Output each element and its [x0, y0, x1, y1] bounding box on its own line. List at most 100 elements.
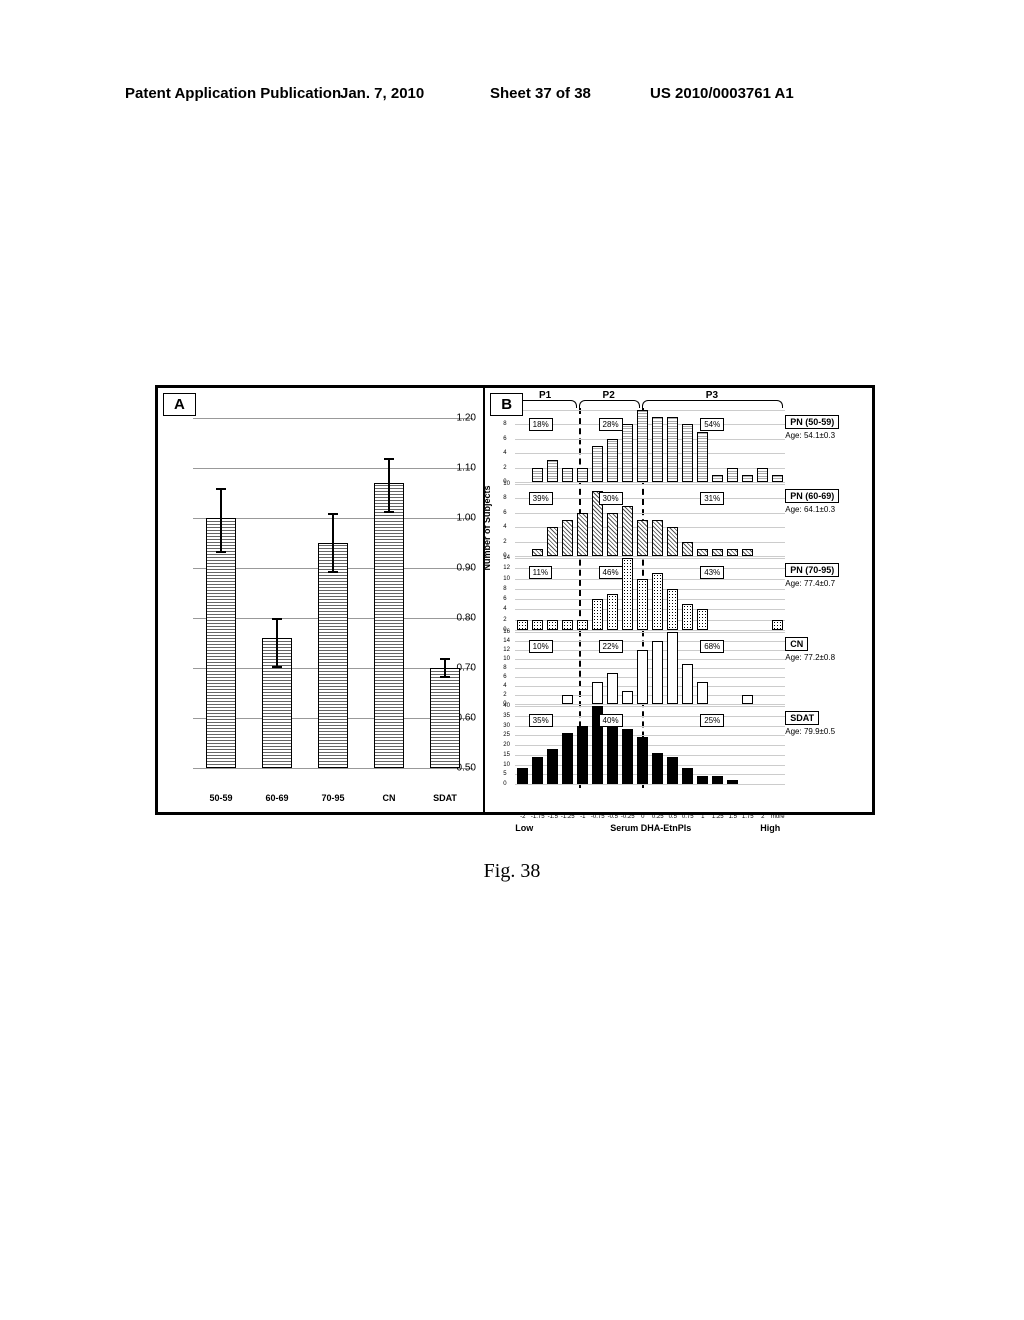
- figure-38: A 0.500.600.700.800.901.001.101.2050-596…: [155, 385, 875, 815]
- hist-bar: [562, 520, 573, 556]
- percent-label: 46%: [599, 566, 623, 579]
- hist-bar: [607, 439, 618, 482]
- hist-bar: [667, 527, 678, 556]
- histogram-PN (50-59): 024681018%28%54%PN (50-59)Age: 54.1±0.3: [515, 410, 785, 482]
- errorbar: [220, 488, 222, 553]
- hist-bar: [637, 737, 648, 784]
- x-label-a: 60-69: [265, 793, 288, 803]
- x-high-label: High: [760, 823, 780, 833]
- hist-bar: [727, 780, 738, 784]
- sp-ytick: 12: [503, 647, 510, 653]
- errorbar: [444, 658, 446, 678]
- hist-bar: [712, 549, 723, 556]
- figure-caption: Fig. 38: [0, 860, 1024, 883]
- hist-bar: [682, 768, 693, 784]
- hist-bar: [547, 749, 558, 784]
- hist-bar: [682, 424, 693, 482]
- hist-bar: [727, 549, 738, 556]
- sp-ytick: 8: [503, 586, 506, 592]
- x-tick-b: 2: [761, 814, 764, 820]
- hist-bar: [712, 776, 723, 784]
- hist-bar: [652, 641, 663, 704]
- errorbar: [388, 458, 390, 513]
- hist-bar: [652, 753, 663, 784]
- percent-label: 22%: [599, 640, 623, 653]
- hist-bar: [622, 506, 633, 556]
- histogram-stack: Number of Subjects P1P2P3024681018%28%54…: [515, 408, 865, 808]
- percent-label: 11%: [529, 566, 552, 579]
- hist-bar: [742, 475, 753, 482]
- bar-a-CN: [374, 483, 404, 768]
- x-tick-b: -0.25: [621, 814, 635, 820]
- panel-b-label: B: [490, 393, 523, 416]
- hist-bar: [742, 549, 753, 556]
- hist-bar: [532, 549, 543, 556]
- sp-ytick: 14: [503, 638, 510, 644]
- sp-ytick: 2: [503, 692, 506, 698]
- y-tick-a: 0.80: [457, 613, 476, 624]
- x-tick-b: -1.5: [548, 814, 558, 820]
- sp-ytick: 4: [503, 450, 506, 456]
- hist-bar: [547, 620, 558, 630]
- x-tick-b: -0.5: [608, 814, 618, 820]
- x-tick-b: 0.25: [652, 814, 664, 820]
- panel-a-label: A: [163, 393, 196, 416]
- sp-ytick: 25: [503, 732, 510, 738]
- hist-bar: [667, 632, 678, 704]
- hist-bar: [682, 542, 693, 556]
- percent-label: 68%: [700, 640, 724, 653]
- hist-bar: [592, 599, 603, 630]
- sp-ytick: 6: [503, 436, 506, 442]
- sp-ytick: 4: [503, 683, 506, 689]
- header-pubno: US 2010/0003761 A1: [650, 85, 794, 102]
- sp-ytick: 10: [503, 656, 510, 662]
- x-label-a: SDAT: [433, 793, 457, 803]
- bar-a-50-59: [206, 518, 236, 768]
- hist-bar: [532, 620, 543, 630]
- group-label: PN (60-69)Age: 64.1±0.3: [785, 489, 860, 514]
- sp-ytick: 0: [503, 781, 506, 787]
- sp-ytick: 16: [503, 629, 510, 635]
- group-label: SDATAge: 79.9±0.5: [785, 711, 860, 736]
- hist-bar: [517, 768, 528, 784]
- hist-bar: [637, 579, 648, 630]
- hist-bar: [667, 589, 678, 630]
- sp-ytick: 2: [503, 617, 506, 623]
- hist-bar: [622, 729, 633, 784]
- hist-bar: [682, 664, 693, 705]
- sp-ytick: 4: [503, 606, 506, 612]
- errorbar: [332, 513, 334, 573]
- hist-bar: [532, 468, 543, 482]
- sp-ytick: 2: [503, 465, 506, 471]
- sp-ytick: 35: [503, 713, 510, 719]
- sp-ytick: 2: [503, 539, 506, 545]
- x-tick-b: 1: [701, 814, 704, 820]
- hist-bar: [697, 432, 708, 482]
- hist-bar: [652, 573, 663, 630]
- hist-bar: [532, 757, 543, 784]
- hist-bar: [652, 417, 663, 482]
- percent-label: 31%: [700, 492, 724, 505]
- x-tick-b: -1.25: [561, 814, 575, 820]
- sp-ytick: 15: [503, 752, 510, 758]
- errorbar: [276, 618, 278, 668]
- hist-bar: [727, 468, 738, 482]
- histogram-PN (70-95): 0246810121411%46%43%PN (70-95)Age: 77.4±…: [515, 558, 785, 630]
- y-tick-a: 0.90: [457, 563, 476, 574]
- header-publication: Patent Application Publication: [125, 85, 341, 102]
- x-tick-b: 0.5: [669, 814, 677, 820]
- sp-ytick: 8: [503, 495, 506, 501]
- percent-label: 35%: [529, 714, 553, 727]
- hist-bar: [667, 757, 678, 784]
- hist-bar: [622, 424, 633, 482]
- sp-ytick: 4: [503, 524, 506, 530]
- hist-bar: [652, 520, 663, 556]
- percent-label: 43%: [700, 566, 724, 579]
- bar-a-70-95: [318, 543, 348, 768]
- hist-bar: [637, 520, 648, 556]
- sp-ytick: 12: [503, 565, 510, 571]
- sp-ytick: 20: [503, 742, 510, 748]
- x-tick-b: 1.5: [729, 814, 737, 820]
- hist-bar: [622, 558, 633, 630]
- percent-label: 28%: [599, 418, 623, 431]
